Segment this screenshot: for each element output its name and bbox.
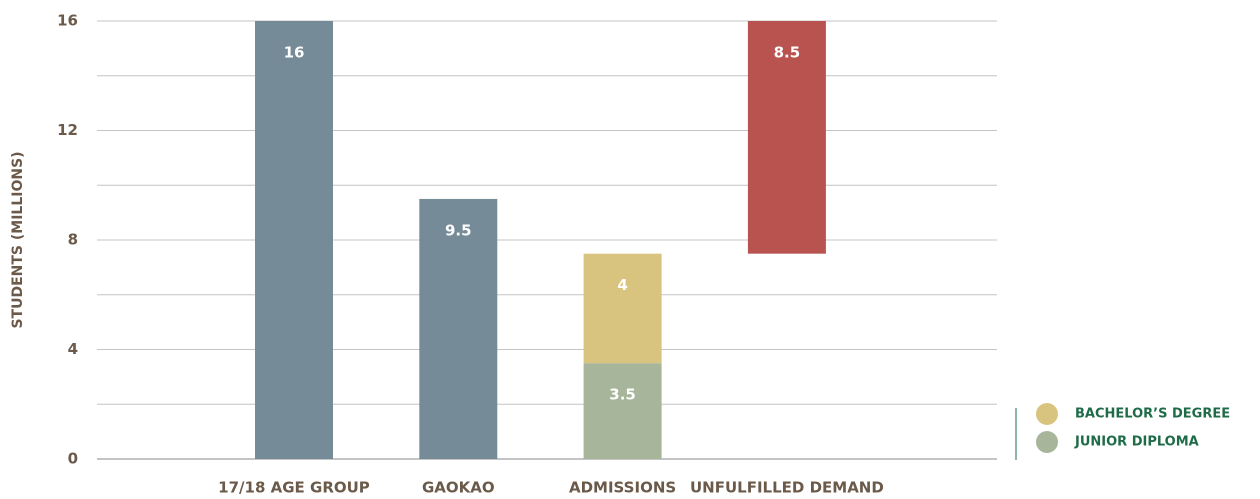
- bar: [255, 21, 333, 459]
- x-tick-label: GAOKAO: [422, 479, 495, 497]
- y-tick-label: 4: [68, 340, 78, 358]
- legend-swatch: [1036, 431, 1058, 453]
- legend-label: JUNIOR DIPLOMA: [1074, 435, 1199, 450]
- data-label: 4: [617, 276, 627, 294]
- x-tick-label: 17/18 AGE GROUP: [218, 479, 370, 497]
- bar: [583, 363, 662, 459]
- bar: [747, 21, 826, 254]
- y-tick-label: 16: [57, 12, 78, 30]
- y-tick-label: 12: [57, 121, 78, 139]
- data-label: 8.5: [774, 44, 801, 62]
- x-tick-label: ADMISSIONS: [569, 479, 676, 497]
- y-axis-label: STUDENTS (MILLIONS): [10, 151, 26, 328]
- legend-label: BACHELOR’S DEGREE: [1075, 407, 1230, 422]
- data-label: 16: [284, 44, 305, 62]
- bar: [583, 253, 662, 364]
- legend-swatch: [1036, 403, 1058, 425]
- data-label: 9.5: [445, 221, 472, 239]
- data-label: 3.5: [609, 386, 636, 404]
- bar: [419, 198, 498, 459]
- y-tick-label: 8: [68, 231, 78, 249]
- x-tick-label: UNFULFILLED DEMAND: [690, 479, 884, 497]
- y-tick-label: 0: [68, 450, 78, 468]
